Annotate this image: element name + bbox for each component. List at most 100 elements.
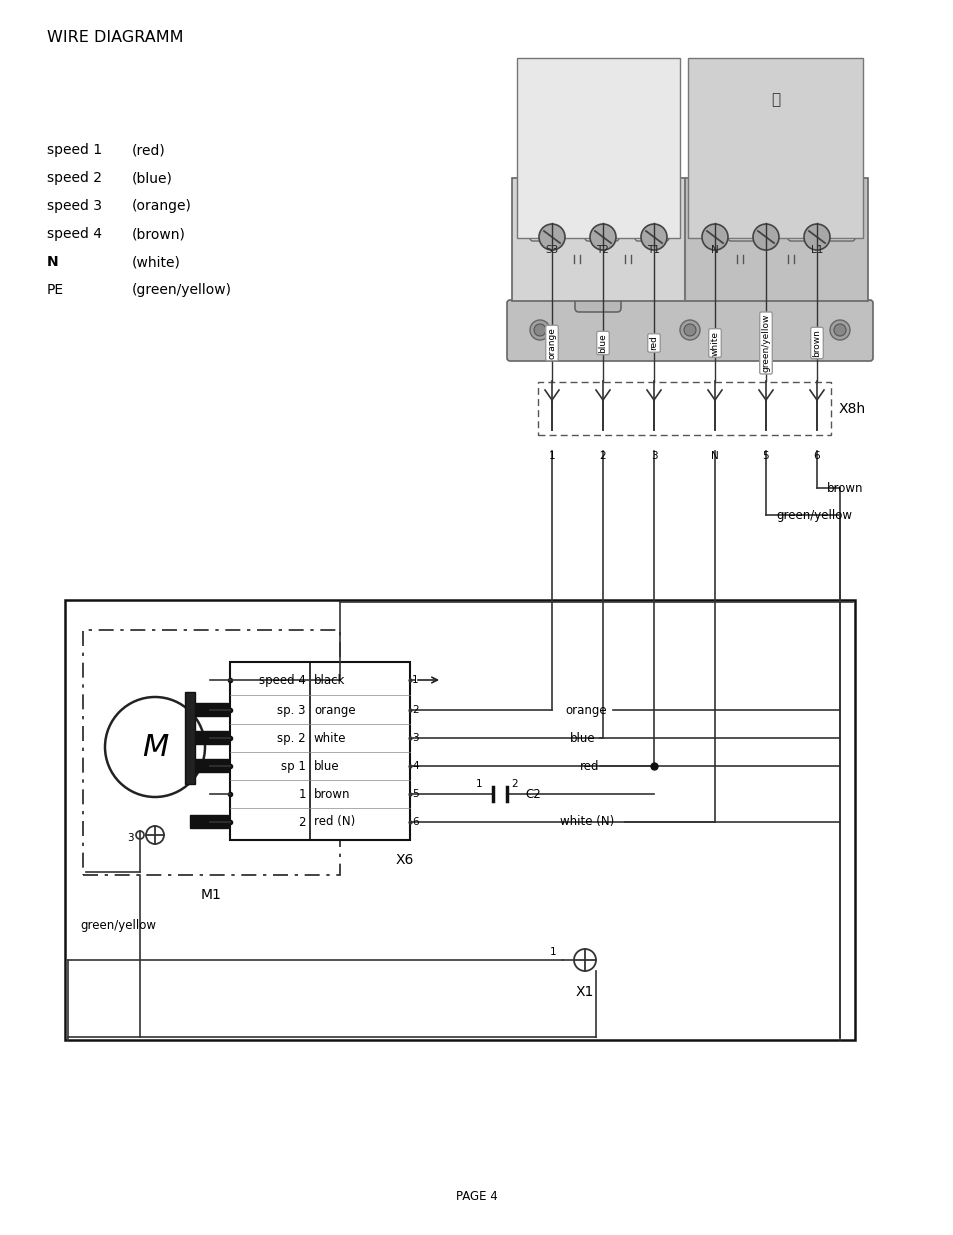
- Text: orange: orange: [314, 704, 355, 716]
- Bar: [512, 178, 684, 301]
- Text: orange: orange: [547, 327, 556, 359]
- Text: 4: 4: [412, 761, 418, 771]
- Text: (white): (white): [132, 254, 181, 269]
- Bar: [190, 731, 228, 743]
- Circle shape: [589, 224, 616, 249]
- Circle shape: [640, 224, 666, 249]
- Text: L1: L1: [810, 245, 822, 256]
- Bar: [190, 760, 228, 772]
- Text: 1: 1: [548, 451, 555, 461]
- Circle shape: [534, 324, 545, 336]
- FancyBboxPatch shape: [787, 175, 821, 241]
- FancyBboxPatch shape: [584, 175, 618, 241]
- Text: WIRE DIAGRAMM: WIRE DIAGRAMM: [47, 30, 183, 44]
- Text: 1: 1: [412, 676, 418, 685]
- Text: ⏚: ⏚: [771, 93, 780, 107]
- Text: S3: S3: [545, 245, 558, 256]
- Text: green/yellow: green/yellow: [760, 314, 770, 372]
- Circle shape: [701, 224, 727, 249]
- Text: 6: 6: [813, 451, 820, 461]
- Circle shape: [833, 324, 845, 336]
- Text: green/yellow: green/yellow: [80, 919, 156, 931]
- Text: 1: 1: [476, 779, 482, 789]
- Text: brown: brown: [314, 788, 350, 800]
- Text: N: N: [710, 245, 719, 256]
- Bar: [83, 630, 339, 876]
- Text: N: N: [710, 451, 719, 461]
- Text: 2: 2: [599, 451, 606, 461]
- Text: PAGE 4: PAGE 4: [456, 1191, 497, 1203]
- FancyBboxPatch shape: [506, 300, 872, 361]
- Bar: [537, 382, 830, 435]
- Text: X8h: X8h: [838, 401, 865, 415]
- Bar: [517, 58, 679, 238]
- Text: 2: 2: [298, 815, 306, 829]
- Text: 3: 3: [650, 451, 657, 461]
- Text: 3: 3: [412, 734, 418, 743]
- Text: C2: C2: [524, 788, 540, 800]
- Text: 5: 5: [761, 451, 768, 461]
- Text: brown: brown: [812, 329, 821, 357]
- Bar: [230, 662, 410, 840]
- FancyBboxPatch shape: [635, 175, 668, 241]
- Text: 6: 6: [412, 818, 418, 827]
- Bar: [190, 703, 228, 716]
- Bar: [190, 815, 228, 827]
- Text: green/yellow: green/yellow: [775, 509, 851, 521]
- Circle shape: [538, 224, 564, 249]
- Text: black: black: [314, 673, 345, 687]
- Circle shape: [530, 320, 550, 340]
- Text: 5: 5: [412, 789, 418, 799]
- Text: T1: T1: [647, 245, 659, 256]
- Bar: [687, 58, 862, 238]
- Text: (brown): (brown): [132, 227, 186, 241]
- Text: white: white: [710, 331, 719, 356]
- Circle shape: [829, 320, 849, 340]
- Text: (green/yellow): (green/yellow): [132, 283, 232, 296]
- Text: blue: blue: [598, 333, 607, 353]
- Text: white: white: [314, 731, 346, 745]
- Text: brown: brown: [826, 482, 862, 494]
- Text: red (N): red (N): [314, 815, 355, 829]
- Text: PE: PE: [47, 283, 64, 296]
- Text: M1: M1: [201, 888, 222, 902]
- Circle shape: [803, 224, 829, 249]
- Text: 1: 1: [549, 947, 556, 957]
- Text: speed 2: speed 2: [47, 170, 102, 185]
- FancyBboxPatch shape: [530, 175, 563, 241]
- Circle shape: [683, 324, 696, 336]
- FancyBboxPatch shape: [727, 175, 761, 241]
- Text: sp 1: sp 1: [281, 760, 306, 773]
- Text: orange: orange: [564, 704, 606, 716]
- Text: 2: 2: [412, 705, 418, 715]
- Bar: [65, 600, 854, 1040]
- Text: red: red: [649, 336, 658, 351]
- Bar: [185, 692, 194, 784]
- Text: white (N): white (N): [559, 815, 614, 829]
- Text: sp. 3: sp. 3: [277, 704, 306, 716]
- Text: N: N: [47, 254, 58, 269]
- Text: 1: 1: [298, 788, 306, 800]
- Bar: [684, 178, 867, 301]
- Text: (orange): (orange): [132, 199, 192, 212]
- Text: X6: X6: [395, 853, 414, 867]
- Text: speed 4: speed 4: [47, 227, 102, 241]
- Text: speed 4: speed 4: [259, 673, 306, 687]
- FancyBboxPatch shape: [821, 175, 854, 241]
- Text: 3: 3: [127, 832, 133, 844]
- Text: (blue): (blue): [132, 170, 172, 185]
- Text: speed 1: speed 1: [47, 143, 102, 157]
- Text: sp. 2: sp. 2: [277, 731, 306, 745]
- Text: red: red: [579, 760, 598, 773]
- Text: X1: X1: [576, 986, 594, 999]
- Text: T2: T2: [596, 245, 609, 256]
- Text: M: M: [142, 732, 168, 762]
- Circle shape: [679, 320, 700, 340]
- Text: blue: blue: [569, 731, 595, 745]
- Text: 2: 2: [511, 779, 517, 789]
- FancyBboxPatch shape: [575, 274, 620, 312]
- Text: speed 3: speed 3: [47, 199, 102, 212]
- Circle shape: [752, 224, 779, 249]
- Text: blue: blue: [314, 760, 339, 773]
- Text: (red): (red): [132, 143, 166, 157]
